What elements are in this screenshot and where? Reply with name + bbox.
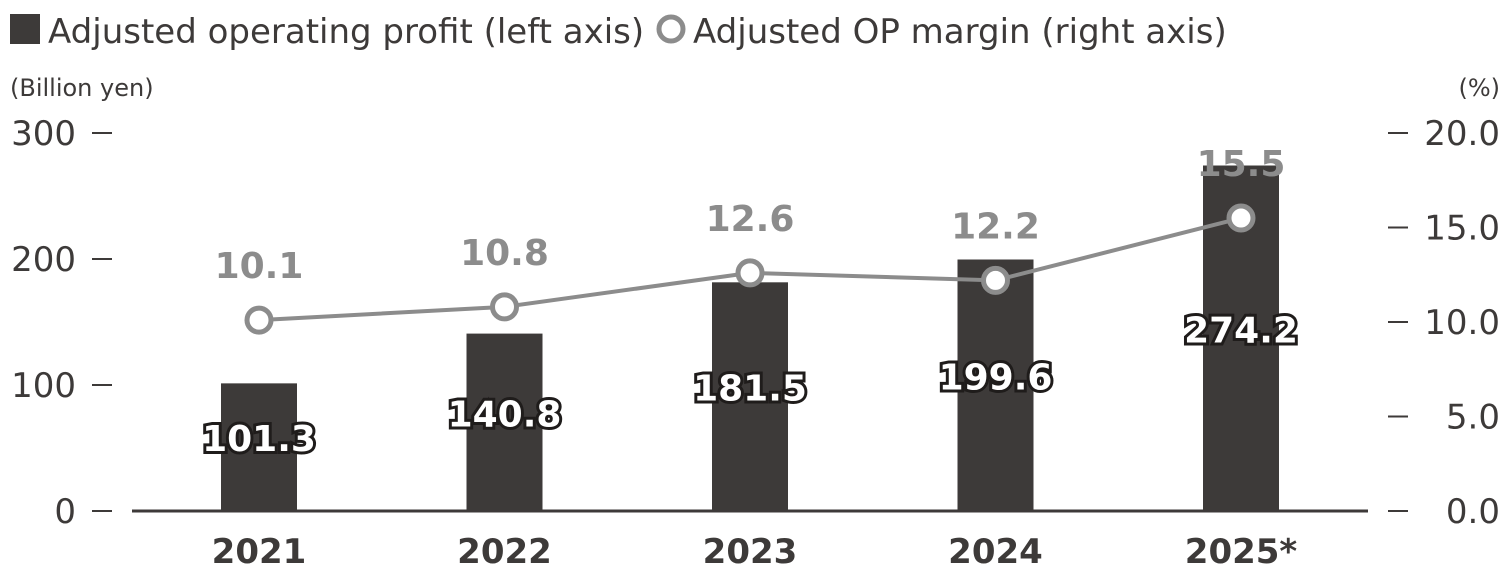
category-labels: 2021 2022 2023 2024 2025*: [212, 532, 1298, 572]
margin-line-series: 10.1 10.8 12.6 12.2 15.5: [215, 144, 1286, 335]
bars: [221, 165, 1279, 511]
bar-value-label: 274.2: [1184, 310, 1298, 351]
left-tick-label: 300: [11, 114, 76, 154]
category-label: 2023: [703, 532, 798, 572]
bar: [712, 282, 788, 511]
right-axis: 0.0 5.0 10.0 15.0 20.0: [1388, 114, 1500, 532]
right-tick-label: 5.0: [1446, 398, 1500, 438]
bar-value-label: 199.6: [939, 357, 1053, 398]
bar-value-label: 181.5: [693, 369, 807, 410]
legend-bar-label: Adjusted operating profit (left axis): [48, 12, 644, 52]
legend: Adjusted operating profit (left axis) Ad…: [10, 12, 1227, 52]
margin-point: [490, 292, 519, 322]
left-tick-label: 100: [11, 366, 76, 406]
left-tick-label: 0: [54, 492, 76, 532]
left-axis-unit: (Billion yen): [10, 74, 154, 102]
category-label: 2024: [948, 532, 1043, 572]
legend-line-label: Adjusted OP margin (right axis): [693, 12, 1227, 52]
bar: [466, 333, 543, 511]
bar-value-labels: 101.3 140.8 181.5 199.6 274.2: [199, 307, 1301, 463]
right-tick-label: 0.0: [1446, 492, 1500, 532]
margin-value-label: 12.6: [706, 199, 795, 240]
category-label: 2025*: [1185, 532, 1298, 572]
right-tick-label: 20.0: [1424, 114, 1500, 154]
category-label: 2022: [457, 532, 552, 572]
left-axis: 0 100 200 300: [11, 114, 112, 532]
margin-point: [1226, 203, 1256, 233]
margin-point: [981, 265, 1010, 295]
right-tick-label: 15.0: [1424, 209, 1500, 249]
bar: [221, 383, 297, 511]
bar-value-label: 140.8: [448, 394, 562, 435]
bar: [957, 259, 1034, 511]
margin-point: [735, 258, 765, 288]
left-tick-label: 200: [11, 240, 76, 280]
margin-value-label: 10.1: [215, 246, 304, 287]
category-label: 2021: [212, 532, 307, 572]
margin-value-label: 15.5: [1197, 144, 1286, 185]
margin-point: [244, 305, 274, 335]
margin-value-label: 12.2: [951, 206, 1040, 247]
right-tick-label: 10.0: [1424, 303, 1500, 343]
margin-value-label: 10.8: [460, 233, 549, 274]
bar-value-label: 101.3: [202, 419, 316, 460]
legend-line-swatch: [656, 14, 686, 44]
right-axis-unit: (%): [1458, 74, 1500, 102]
legend-bar-swatch: [10, 14, 40, 44]
